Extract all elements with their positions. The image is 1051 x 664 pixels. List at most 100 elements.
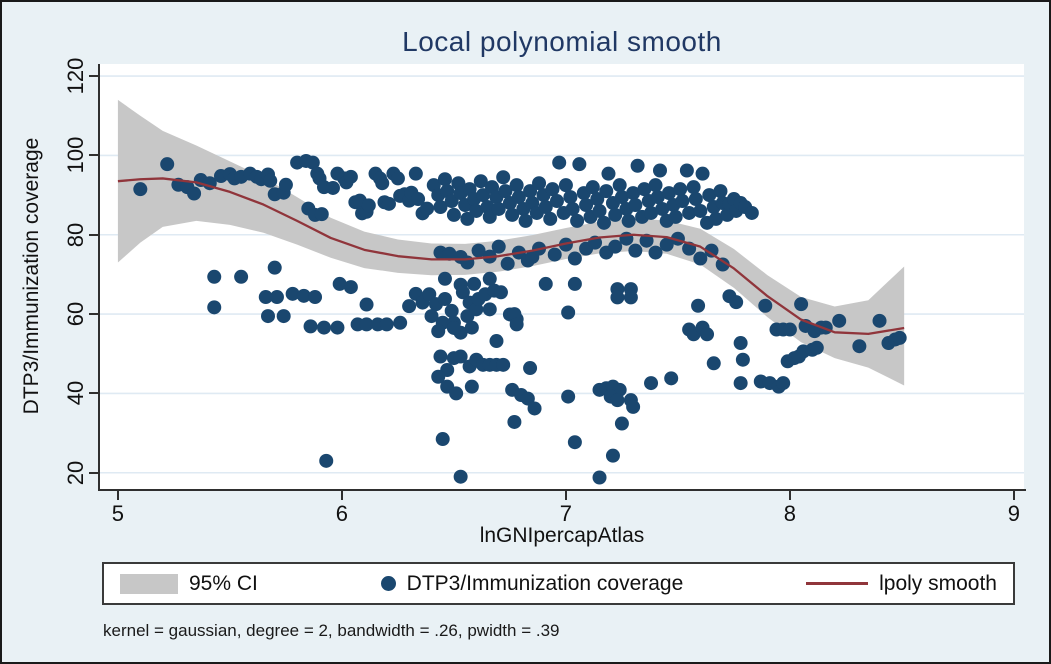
scatter-point <box>679 163 694 178</box>
scatter-point <box>691 298 706 313</box>
scatter-point <box>437 292 452 307</box>
scatter-point <box>733 376 748 391</box>
scatter-point <box>343 169 358 184</box>
scatter-point <box>532 176 547 191</box>
scatter-point <box>809 340 824 355</box>
x-tick-7 <box>564 491 567 500</box>
scatter-point <box>471 243 486 258</box>
scatter-point <box>330 320 345 335</box>
scatter-point <box>601 166 616 181</box>
scatter-point <box>686 180 701 195</box>
scatter-point <box>234 269 249 284</box>
legend-label-scatter: DTP3/Immunization coverage <box>406 571 684 595</box>
scatter-point <box>592 470 607 485</box>
legend-label-ci: 95% CI <box>189 571 258 595</box>
scatter-point <box>437 172 452 187</box>
scatter-point <box>572 157 587 172</box>
scatter-point <box>709 211 723 226</box>
scatter-point <box>664 371 679 386</box>
scatter-point <box>579 198 594 213</box>
y-tick-label-80: 80 <box>63 222 88 247</box>
scatter-point <box>892 330 907 345</box>
scatter-point <box>343 280 358 295</box>
scatter-point <box>431 369 446 384</box>
scatter-point <box>467 276 482 291</box>
scatter-point <box>133 182 148 197</box>
legend-entry-line: lpoly smooth <box>806 572 997 596</box>
scatter-point <box>704 243 719 258</box>
scatter-point <box>706 356 721 371</box>
scatter-point <box>303 319 318 334</box>
y-tick-label-60: 60 <box>63 301 88 327</box>
x-tick-6 <box>340 491 343 500</box>
plot-area <box>100 64 1024 489</box>
scatter-point <box>639 233 654 248</box>
scatter-point <box>379 317 394 332</box>
scatter-point <box>160 157 175 172</box>
scatter-point <box>482 209 497 224</box>
scatter-point <box>308 290 323 305</box>
scatter-point <box>673 182 688 197</box>
x-axis-title: lnGNIpercapAtlas <box>479 524 645 547</box>
scatter-point <box>446 207 461 222</box>
scatter-point <box>433 349 448 364</box>
scatter-point <box>605 448 620 463</box>
scatter-point <box>278 177 293 192</box>
scatter-point <box>655 201 670 216</box>
scatter-point <box>585 180 600 195</box>
scatter-point <box>682 205 697 220</box>
scatter-point <box>420 201 435 216</box>
scatter-point <box>422 287 437 302</box>
scatter-point <box>444 194 459 209</box>
scatter-point <box>852 339 867 354</box>
scatter-point <box>693 251 708 266</box>
scatter-point <box>523 361 538 376</box>
scatter-point <box>549 194 564 209</box>
scatter-point <box>776 376 791 391</box>
scatter-point <box>552 155 567 170</box>
y-tick-20 <box>89 471 98 474</box>
scatter-point <box>558 237 573 252</box>
x-tick-9 <box>1012 491 1015 500</box>
x-tick-label-5: 5 <box>111 501 125 526</box>
smooth-line-icon <box>806 582 869 585</box>
scatter-point <box>626 186 641 201</box>
scatter-point <box>267 260 282 275</box>
scatter-point <box>431 324 446 339</box>
scatter-point <box>296 288 311 303</box>
scatter-point <box>359 317 374 332</box>
scatter-point <box>285 286 300 301</box>
scatter-point <box>547 247 562 262</box>
scatter-point <box>496 357 511 372</box>
scatter-point <box>424 309 439 324</box>
scatter-point <box>695 166 710 181</box>
scatter-point <box>668 209 683 224</box>
scatter-point <box>628 198 643 213</box>
scatter-point <box>464 320 479 335</box>
scatter-point <box>538 276 553 291</box>
x-tick-label-6: 6 <box>335 501 349 526</box>
scatter-point <box>437 271 452 286</box>
x-tick-5 <box>116 491 119 500</box>
scatter-point <box>269 290 284 305</box>
scatter-point <box>491 201 506 216</box>
scatter-point <box>276 309 291 324</box>
scatter-point <box>614 416 629 431</box>
scatter-point <box>393 315 408 330</box>
kernel-note: kernel = gaussian, degree = 2, bandwidth… <box>103 621 560 640</box>
scatter-point <box>527 401 542 416</box>
scatter-point <box>735 352 750 367</box>
scatter-point <box>523 184 538 199</box>
scatter-point <box>498 184 513 199</box>
x-tick-label-8: 8 <box>783 501 797 526</box>
scatter-point <box>565 201 580 216</box>
scatter-point <box>520 391 535 406</box>
scatter-point <box>319 453 334 468</box>
scatter-point <box>650 190 665 205</box>
scatter-point <box>500 256 515 271</box>
scatter-point <box>592 203 607 218</box>
scatter-point <box>261 309 275 324</box>
scatter-point <box>359 297 374 312</box>
plot-canvas <box>100 75 1024 485</box>
legend-entry-ci: 95% CI <box>120 572 258 596</box>
